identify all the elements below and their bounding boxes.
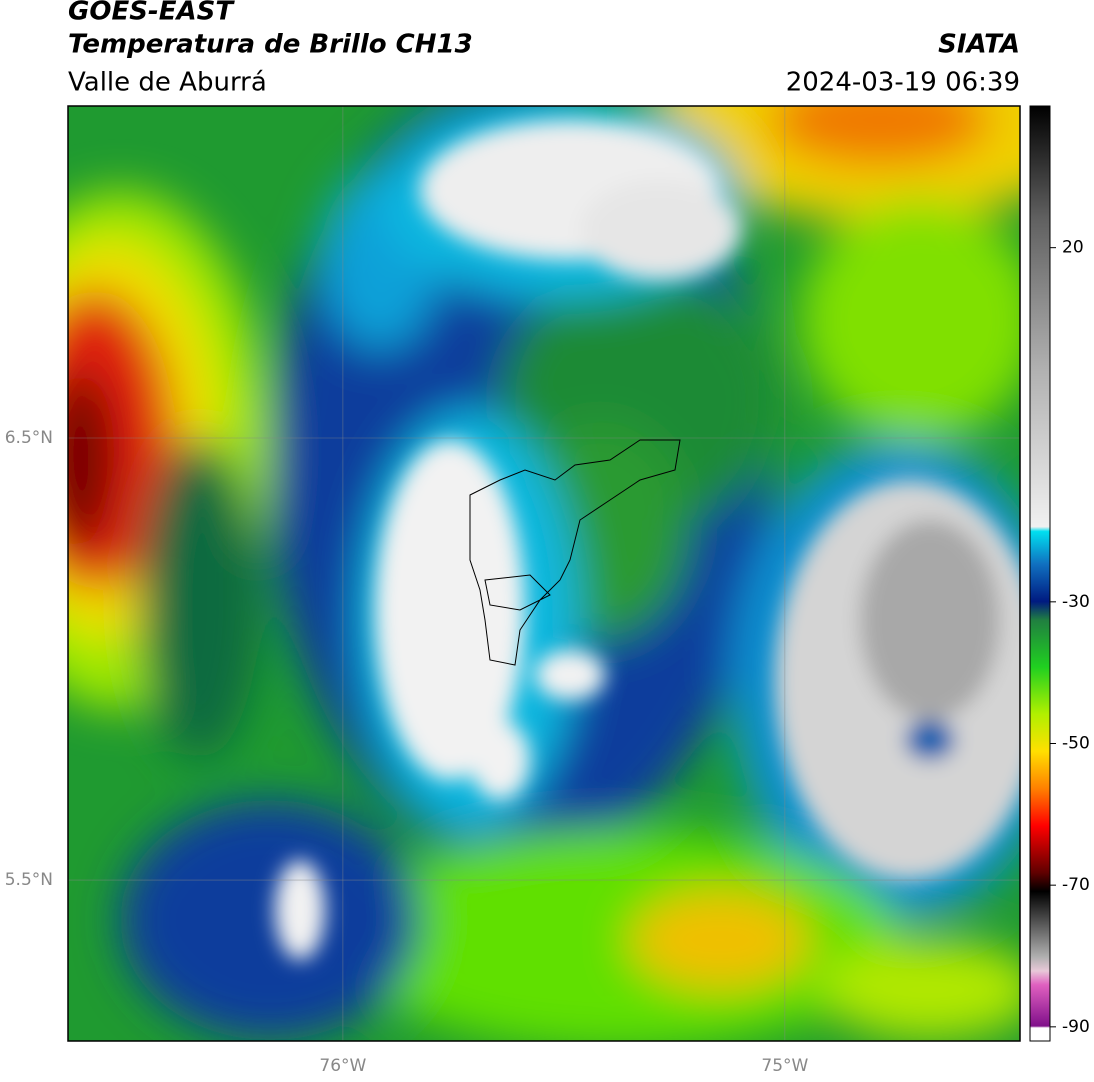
source: SIATA xyxy=(938,30,1020,60)
title: GOES-EAST xyxy=(68,0,235,27)
colorbar-tick-label: -30 xyxy=(1062,592,1090,612)
subtitle: Temperatura de Brillo CH13 xyxy=(68,30,473,60)
lat-label: 6.5°N xyxy=(5,428,53,448)
lat-label: 5.5°N xyxy=(5,870,53,890)
colorbar-tick-label: -70 xyxy=(1062,875,1090,895)
lon-label: 76°W xyxy=(319,1056,366,1076)
datetime: 2024-03-19 06:39 xyxy=(786,68,1020,98)
grid xyxy=(68,106,1020,1041)
region: Valle de Aburrá xyxy=(68,68,267,98)
satellite-image xyxy=(68,106,1020,1041)
colorbar-tick-label: 20 xyxy=(1062,238,1084,258)
colorbar-tick-label: -90 xyxy=(1062,1017,1090,1037)
basin-outline xyxy=(469,439,681,666)
map-frame xyxy=(67,105,1021,1042)
colorbar-tick-label: -50 xyxy=(1062,734,1090,754)
lon-label: 75°W xyxy=(761,1056,808,1076)
colorbar xyxy=(1029,105,1051,1042)
